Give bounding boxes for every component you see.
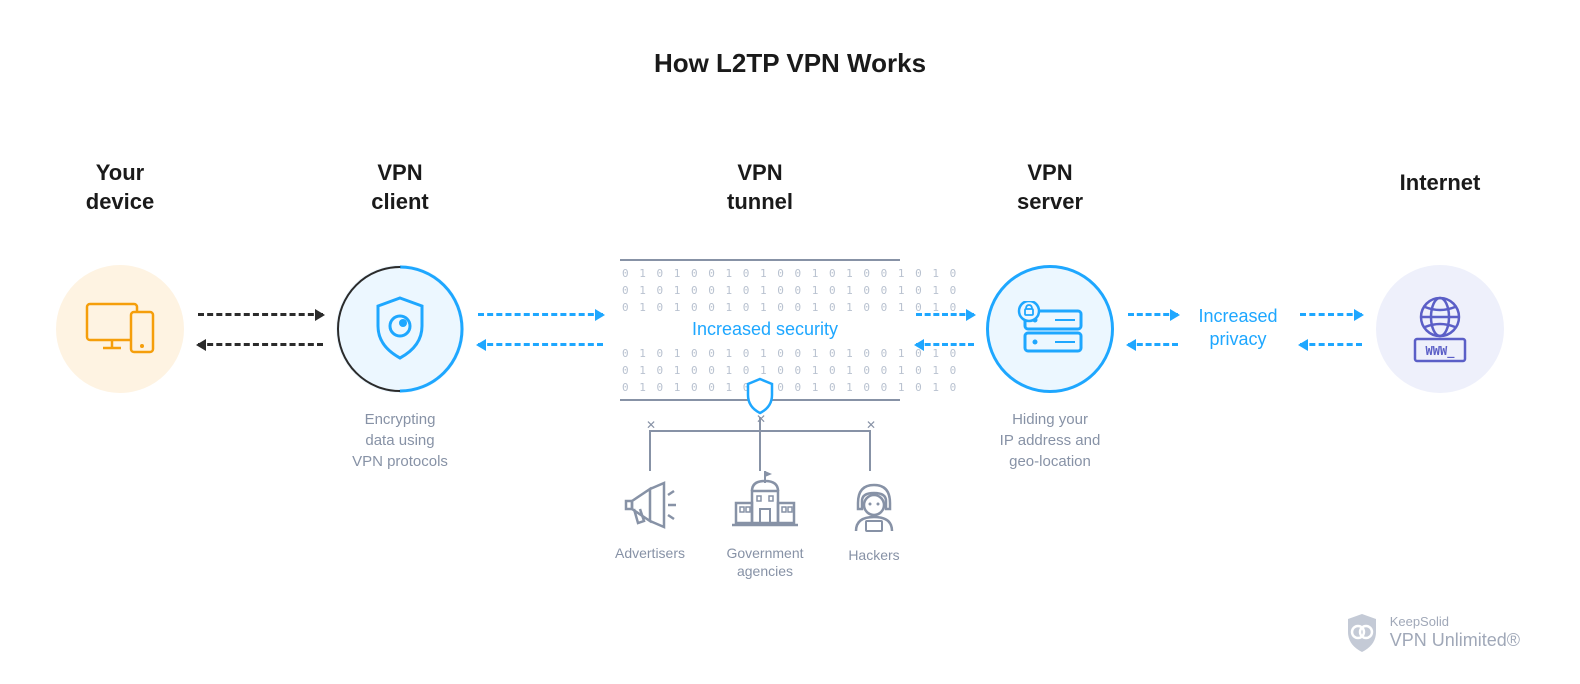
government-icon xyxy=(730,469,800,533)
arrow-tunnel-client xyxy=(478,343,603,346)
tunnel-top-line xyxy=(620,259,900,261)
binary-row: 0 1 0 1 0 0 1 0 1 0 0 1 0 1 0 0 1 0 1 0 xyxy=(622,267,958,280)
binary-row: 0 1 0 1 0 0 1 0 1 0 0 1 0 1 0 0 1 0 1 0 xyxy=(622,381,958,394)
svg-text:✕: ✕ xyxy=(646,418,656,432)
server-icon xyxy=(1015,301,1085,357)
device-label: Your device xyxy=(70,159,170,216)
brand-top: KeepSolid xyxy=(1390,614,1520,630)
privacy-text: Increased privacy xyxy=(1188,305,1288,352)
diagram-canvas: Your device VPN client VPN tunnel VPN se… xyxy=(0,99,1580,659)
arrow-client-tunnel xyxy=(478,313,603,316)
tunnel-label: VPN tunnel xyxy=(710,159,810,216)
threat-hackers: Hackers xyxy=(834,479,914,564)
arrow-client-device xyxy=(198,343,323,346)
diagram-title: How L2TP VPN Works xyxy=(0,0,1580,79)
megaphone-icon xyxy=(620,479,680,533)
hacker-icon xyxy=(846,479,902,535)
tunnel-text: Increased security xyxy=(660,319,870,340)
arrow-server-out xyxy=(1128,313,1178,316)
server-node xyxy=(986,265,1114,393)
arrow-privacy-internet xyxy=(1300,313,1362,316)
binary-row: 0 1 0 1 0 0 1 0 1 0 0 1 0 1 0 0 1 0 1 0 xyxy=(622,364,958,377)
threat-government: Government agencies xyxy=(710,469,820,580)
arrow-tunnel-server xyxy=(916,313,974,316)
client-subtext: Encrypting data using VPN protocols xyxy=(330,409,470,472)
arrow-out-server xyxy=(1128,343,1178,346)
svg-text:✕: ✕ xyxy=(866,418,876,432)
internet-label: Internet xyxy=(1390,169,1490,198)
binary-row: 0 1 0 1 0 0 1 0 1 0 0 1 0 1 0 0 1 0 1 0 xyxy=(622,284,958,297)
server-label: VPN server xyxy=(1000,159,1100,216)
brand-bottom: VPN Unlimited® xyxy=(1390,630,1520,652)
binary-row: 0 1 0 1 0 0 1 0 1 0 0 1 0 1 0 0 1 0 1 0 xyxy=(622,347,958,360)
brand-shield-icon xyxy=(1344,612,1380,654)
device-icon xyxy=(83,300,157,358)
government-label: Government agencies xyxy=(710,544,820,580)
advertisers-label: Advertisers xyxy=(600,544,700,562)
threat-advertisers: Advertisers xyxy=(600,479,700,562)
server-subtext: Hiding your IP address and geo-location xyxy=(980,409,1120,472)
device-node xyxy=(56,265,184,393)
globe-icon: WWW_ xyxy=(1405,293,1475,365)
hackers-label: Hackers xyxy=(834,546,914,564)
arrow-device-client xyxy=(198,313,323,316)
svg-text:✕: ✕ xyxy=(756,412,766,426)
internet-node: WWW_ xyxy=(1376,265,1504,393)
svg-text:WWW_: WWW_ xyxy=(1426,344,1456,359)
client-label: VPN client xyxy=(350,159,450,216)
arrow-server-tunnel xyxy=(916,343,974,346)
binary-row: 0 1 0 1 0 0 1 0 1 0 0 1 0 1 0 0 1 0 1 0 xyxy=(622,301,958,314)
arrow-internet-privacy xyxy=(1300,343,1362,346)
client-node xyxy=(336,265,464,393)
branding: KeepSolid VPN Unlimited® xyxy=(1344,612,1520,654)
